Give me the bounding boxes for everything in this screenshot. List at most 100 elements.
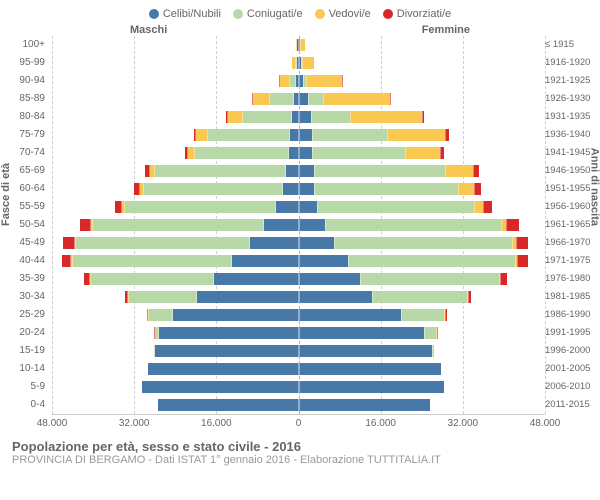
x-tick: 32.000 (448, 418, 479, 429)
segment (474, 201, 483, 213)
age-label: 100+ (5, 38, 45, 52)
legend-label: Vedovi/e (329, 8, 371, 20)
segment (129, 291, 198, 303)
chart-title: Popolazione per età, sesso e stato civil… (12, 439, 588, 454)
segment (308, 93, 323, 105)
pyramid-row: 65-691946-1950 (52, 164, 545, 178)
segment (214, 273, 298, 285)
segment (276, 201, 298, 213)
segment (432, 345, 434, 357)
year-label: 1996-2000 (545, 344, 600, 358)
segment (323, 93, 390, 105)
chart-subtitle: PROVINCIA DI BERGAMO - Dati ISTAT 1° gen… (12, 454, 588, 466)
segment (299, 363, 441, 375)
segment (299, 237, 334, 249)
year-label: 1946-1950 (545, 164, 600, 178)
year-label: 2011-2015 (545, 398, 600, 412)
pyramid-row: 55-591956-1960 (52, 200, 545, 214)
age-label: 50-54 (5, 218, 45, 232)
legend-swatch (383, 9, 393, 19)
segment (299, 291, 373, 303)
male-bar (52, 75, 299, 87)
year-label: 1961-1965 (545, 218, 600, 232)
year-label: 1991-1995 (545, 326, 600, 340)
male-bar (52, 327, 299, 339)
year-label: 1971-1975 (545, 254, 600, 268)
pyramid-row: 95-991916-1920 (52, 56, 545, 70)
pyramid-row: 90-941921-1925 (52, 74, 545, 88)
segment (350, 111, 422, 123)
segment (299, 129, 313, 141)
male-bar (52, 201, 299, 213)
segment (483, 201, 493, 213)
segment (208, 129, 290, 141)
legend-label: Celibi/Nubili (163, 8, 221, 20)
male-bar (52, 363, 299, 375)
year-label: 1941-1945 (545, 146, 600, 160)
pyramid-row: 60-641951-1955 (52, 182, 545, 196)
segment (155, 345, 299, 357)
segment (300, 39, 305, 51)
year-label: 1931-1935 (545, 110, 600, 124)
segment (299, 111, 311, 123)
female-bar (299, 201, 546, 213)
segment (390, 93, 392, 105)
segment (445, 129, 448, 141)
segment (195, 147, 289, 159)
x-axis: 48.00032.00016.000016.00032.00048.000 (52, 415, 545, 433)
year-label: 2001-2005 (545, 362, 600, 376)
legend-item: Celibi/Nubili (149, 8, 221, 20)
segment (440, 147, 444, 159)
female-bar (299, 111, 546, 123)
male-bar (52, 309, 299, 321)
year-label: 1976-1980 (545, 272, 600, 286)
segment (342, 75, 343, 87)
female-bar (299, 345, 546, 357)
segment (125, 201, 276, 213)
age-label: 10-14 (5, 362, 45, 376)
male-bar (52, 147, 299, 159)
pyramid-row: 80-841931-1935 (52, 110, 545, 124)
year-label: 1916-1920 (545, 56, 600, 70)
segment (306, 75, 342, 87)
x-tick: 48.000 (37, 418, 68, 429)
male-bar (52, 93, 299, 105)
year-label: 1926-1930 (545, 92, 600, 106)
male-bar (52, 183, 299, 195)
segment (286, 165, 299, 177)
age-label: 65-69 (5, 164, 45, 178)
x-tick: 32.000 (119, 418, 150, 429)
segment (422, 111, 424, 123)
segment (473, 165, 479, 177)
segment (302, 57, 314, 69)
male-bar (52, 111, 299, 123)
year-label: 1981-1985 (545, 290, 600, 304)
age-label: 60-64 (5, 182, 45, 196)
segment (62, 255, 72, 267)
legend-item: Coniugati/e (233, 8, 303, 20)
age-label: 95-99 (5, 56, 45, 70)
x-tick: 16.000 (365, 418, 396, 429)
segment (405, 147, 440, 159)
segment (387, 129, 446, 141)
male-bar (52, 57, 299, 69)
segment (299, 309, 402, 321)
male-bar (52, 129, 299, 141)
x-tick: 48.000 (530, 418, 561, 429)
age-label: 25-29 (5, 308, 45, 322)
segment (159, 327, 299, 339)
legend-label: Coniugati/e (247, 8, 303, 20)
age-label: 5-9 (5, 380, 45, 394)
segment (299, 219, 326, 231)
legend-swatch (149, 9, 159, 19)
segment (517, 255, 528, 267)
x-tick: 0 (296, 418, 302, 429)
chart-area: 100+≤ 191595-991916-192090-941921-192585… (52, 36, 545, 415)
pyramid-row: 20-241991-1995 (52, 326, 545, 340)
year-label: 1951-1955 (545, 182, 600, 196)
female-bar (299, 399, 546, 411)
age-label: 30-34 (5, 290, 45, 304)
segment (299, 201, 318, 213)
male-label: Maschi (130, 24, 167, 36)
female-bar (299, 255, 546, 267)
